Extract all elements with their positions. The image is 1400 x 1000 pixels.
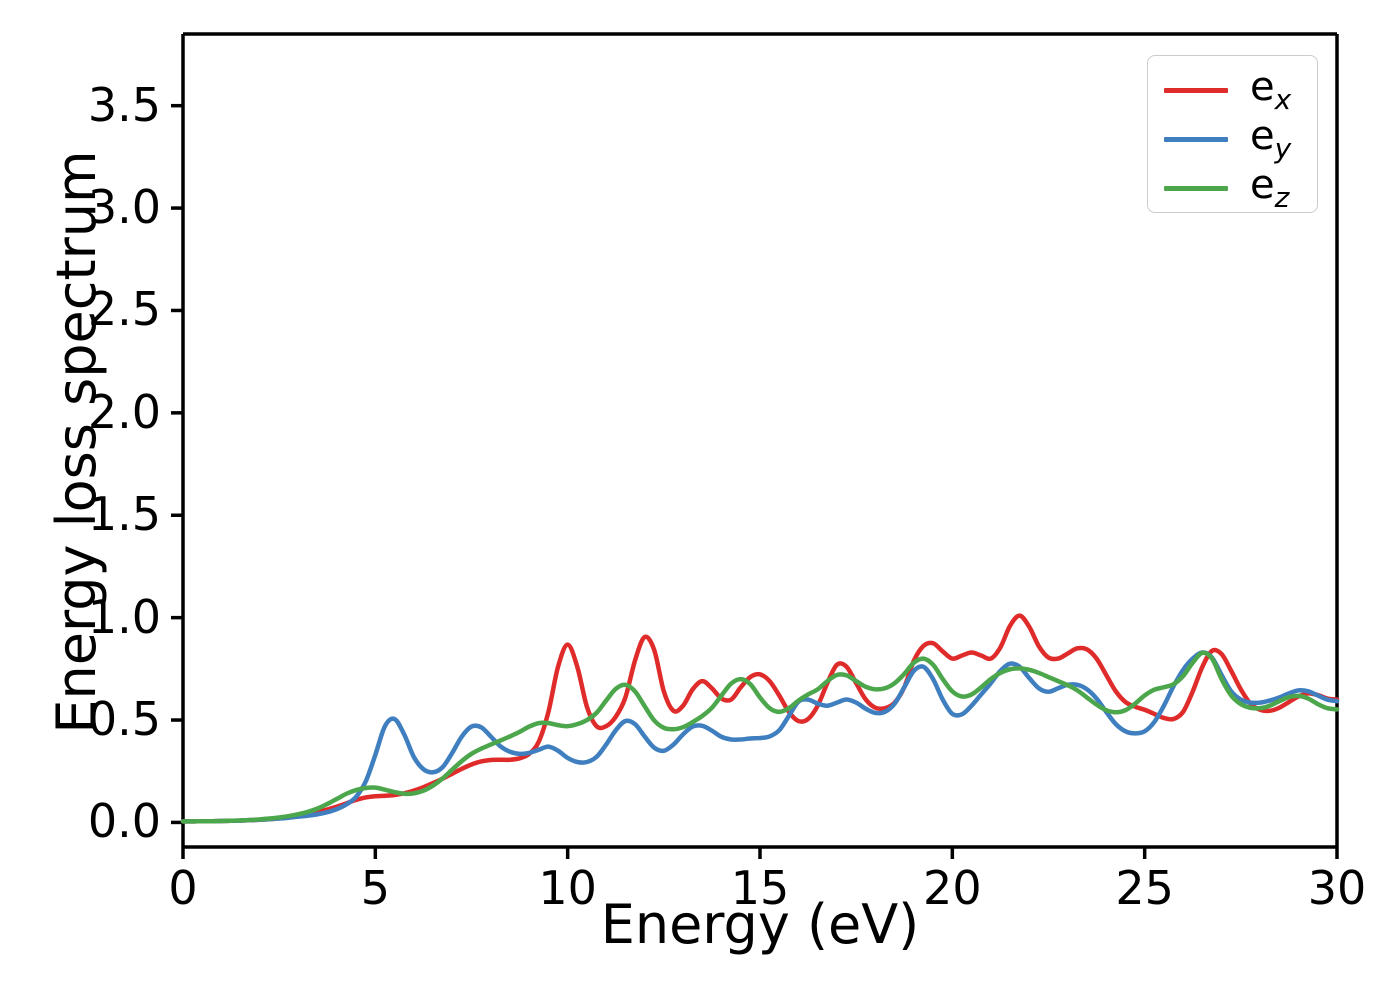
legend-item-x[interactable]: ex — [1148, 64, 1317, 116]
x-axis-label: Energy (eV) — [600, 893, 920, 956]
x-tick-label: 15 — [730, 861, 790, 915]
x-tick-label: 20 — [923, 861, 982, 915]
series-lines — [180, 613, 1340, 824]
legend-label-z: ez — [1250, 165, 1289, 212]
x-tick-label: 0 — [168, 861, 198, 915]
x-tick-label: 30 — [1307, 861, 1367, 915]
y-tick-label: 0.5 — [87, 692, 161, 747]
legend-swatch-z — [1164, 185, 1228, 191]
y-tick-label: 3.0 — [87, 180, 161, 235]
y-tick-label: 1.5 — [87, 487, 161, 542]
legend-label-subscript: x — [1274, 82, 1292, 116]
legend-label-subscript: y — [1274, 131, 1292, 165]
legend-label-y: ey — [1250, 116, 1291, 163]
x-tick-label: 10 — [538, 861, 597, 915]
y-tick-label: 2.5 — [87, 282, 161, 337]
legend-swatch-y — [1164, 136, 1228, 142]
legend-item-z[interactable]: ez — [1148, 162, 1317, 214]
x-tick-label: 25 — [1115, 861, 1174, 915]
y-tick-label: 3.5 — [87, 77, 161, 132]
legend-item-y[interactable]: ey — [1148, 113, 1317, 165]
y-axis-label: Energy loss spectrum — [45, 150, 108, 734]
tick-marks — [171, 103, 1339, 859]
legend-label-base: e — [1250, 63, 1275, 110]
legend-label-x: ex — [1250, 67, 1291, 114]
legend-label-base: e — [1250, 161, 1275, 208]
y-tick-label: 0.0 — [87, 794, 161, 849]
x-tick-label: 5 — [360, 861, 390, 915]
y-tick-label: 1.0 — [87, 589, 161, 644]
y-tick-label: 2.0 — [87, 384, 161, 439]
legend: ex ey ez — [1147, 55, 1318, 213]
legend-label-subscript: z — [1274, 180, 1290, 214]
series-line-e_x — [180, 613, 1340, 824]
series-line-e_z — [180, 650, 1340, 824]
legend-swatch-x — [1164, 87, 1228, 93]
series-line-e_y — [180, 650, 1340, 824]
legend-label-base: e — [1250, 112, 1275, 159]
